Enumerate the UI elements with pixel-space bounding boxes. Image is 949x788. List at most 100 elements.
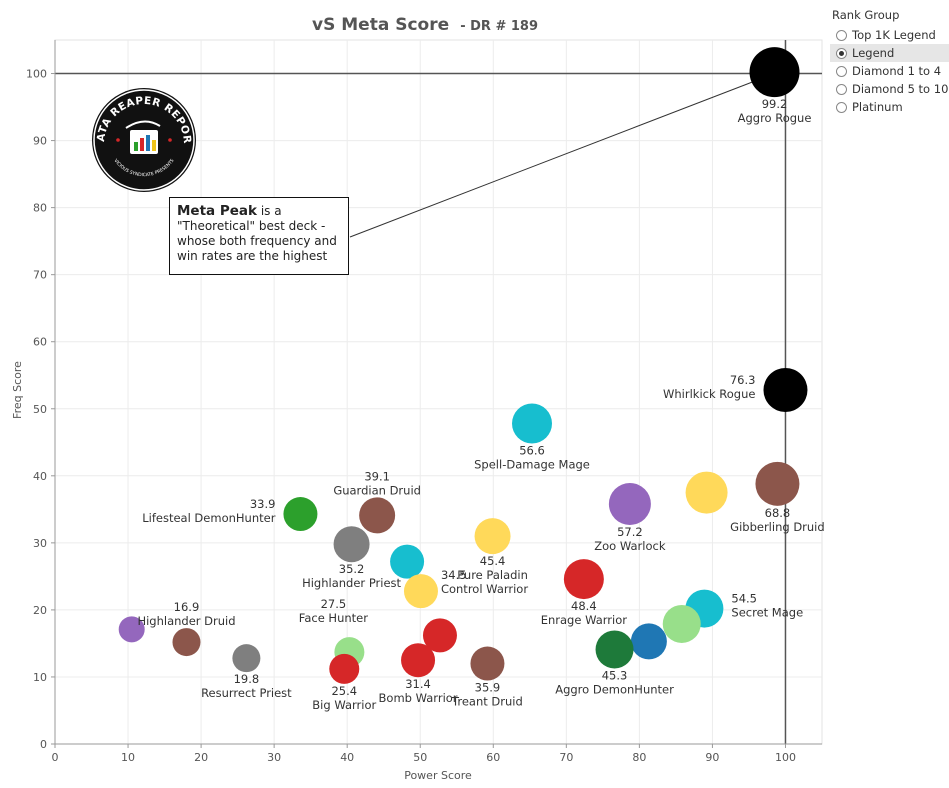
point-label-value: 54.5 [731, 592, 757, 606]
radio-icon[interactable] [836, 83, 847, 95]
legend-item-diamond-5-to-10[interactable]: Diamond 5 to 10 [830, 80, 949, 98]
x-tick-label: 0 [52, 751, 59, 764]
point-label-value: 57.2 [617, 525, 643, 539]
radio-icon[interactable] [836, 29, 847, 41]
axes: 0 10 20 30 40 50 60 70 80 90 100 0 10 20 30 40 50 60 70 80 9… [26, 40, 822, 764]
point-label: 45.3 Aggro DemonHunter [555, 668, 674, 696]
point-label: 19.8 Resurrect Priest [201, 672, 292, 700]
legend-item-label: Legend [852, 46, 895, 60]
data-point [118, 616, 145, 643]
point-labels: 99.2 Aggro Rogue 76.3 Whirlkick Rogue 56.6 Sp… [137, 97, 824, 712]
point-label: 16.9 Highlander Druid [137, 600, 235, 628]
annotation-bold-text: Meta Peak [177, 203, 257, 219]
point-label: 45.4 Pure Paladin [457, 554, 528, 582]
point-label-name: Big Warrior [312, 698, 376, 712]
point-label-name: Guardian Druid [333, 483, 421, 497]
point-label-value: 45.3 [602, 668, 628, 682]
point-label-name: Zoo Warlock [594, 539, 666, 553]
point-label-value: 31.4 [405, 677, 431, 691]
point-label-value: 27.5 [321, 597, 347, 611]
data-point [749, 47, 800, 98]
data-point [608, 482, 651, 525]
data-point [630, 623, 667, 660]
point-label-value: 99.2 [762, 97, 788, 111]
radio-icon[interactable] [836, 101, 847, 113]
point-label-value: 35.9 [475, 681, 501, 695]
point-label: 39.1 Guardian Druid [333, 469, 421, 497]
legend-title: Rank Group [832, 8, 900, 22]
data-point [422, 618, 457, 653]
legend-item-diamond-1-to-4[interactable]: Diamond 1 to 4 [830, 62, 949, 80]
annotation-text-rest: "Theoretical" best deck - whose both fre… [177, 219, 337, 263]
point-label: 33.9 Lifesteal DemonHunter [142, 497, 275, 525]
legend-item-top-1k-legend[interactable]: Top 1K Legend [830, 26, 949, 44]
x-tick-label: 70 [559, 751, 573, 764]
legend-item-platinum[interactable]: Platinum [830, 98, 949, 116]
point-label: 35.2 Highlander Priest [302, 562, 401, 590]
point-label: 54.5 Secret Mage [731, 592, 803, 620]
point-label-name: Enrage Warrior [541, 613, 628, 627]
logo-emblem: DATA REAPER REPORT VICIOUS SYNDICATE PRE… [85, 77, 196, 192]
x-tick-label: 30 [267, 751, 281, 764]
annotation-text-line1: is a [257, 204, 282, 218]
point-label-name: Face Hunter [299, 611, 368, 625]
data-point [172, 628, 201, 657]
point-label: 25.4 Big Warrior [312, 684, 376, 712]
point-label-value: 33.9 [250, 497, 276, 511]
x-tick-label: 50 [413, 751, 427, 764]
x-tick-label: 40 [340, 751, 354, 764]
data-point [755, 461, 800, 506]
y-tick-label: 0 [40, 738, 47, 751]
y-tick-label: 100 [26, 68, 47, 81]
data-point [329, 653, 360, 684]
y-tick-label: 10 [33, 671, 47, 684]
annotation-connector-line [349, 80, 756, 238]
point-label: 57.2 Zoo Warlock [594, 525, 666, 553]
point-label-value: 56.6 [519, 444, 545, 458]
y-tick-label: 90 [33, 135, 47, 148]
data-point [763, 367, 808, 412]
point-label: 27.5 Face Hunter [299, 597, 368, 625]
data-point [474, 518, 511, 555]
chart-title: vS Meta Score - DR # 189 [312, 15, 538, 35]
point-label-name: Control Warrior [441, 582, 528, 596]
y-tick-label: 80 [33, 202, 47, 215]
y-tick-label: 70 [33, 269, 47, 282]
point-label-name: Whirlkick Rogue [663, 387, 755, 401]
meta-peak-annotation: Meta Peak is a "Theoretical" best deck -… [169, 197, 349, 275]
legend-item-legend[interactable]: Legend [830, 44, 949, 62]
y-tick-label: 50 [33, 403, 47, 416]
point-label-name: Resurrect Priest [201, 686, 292, 700]
x-tick-label: 100 [775, 751, 796, 764]
point-label-value: 35.2 [339, 562, 365, 576]
radio-selected-icon[interactable] [836, 47, 847, 59]
data-point [685, 471, 728, 514]
point-label-name: Gibberling Druid [730, 520, 825, 534]
point-label-name: Treant Druid [451, 695, 523, 709]
point-label-name: Secret Mage [731, 606, 803, 620]
point-label-value: 76.3 [730, 373, 756, 387]
legend-item-label: Top 1K Legend [852, 28, 936, 42]
data-point [512, 403, 553, 444]
data-point [403, 574, 438, 609]
point-label: 68.8 Gibberling Druid [730, 506, 825, 534]
point-label-value: 25.4 [331, 684, 357, 698]
point-label-value: 19.8 [234, 672, 260, 686]
x-tick-label: 90 [705, 751, 719, 764]
x-tick-label: 60 [486, 751, 500, 764]
legend-item-label: Platinum [852, 100, 903, 114]
x-tick-label: 80 [632, 751, 646, 764]
data-point [390, 544, 425, 579]
data-point [232, 644, 261, 673]
radio-icon[interactable] [836, 65, 847, 77]
y-tick-label: 30 [33, 537, 47, 550]
point-label-name: Aggro Rogue [738, 111, 812, 125]
data-point [595, 630, 634, 669]
x-tick-label: 20 [194, 751, 208, 764]
point-label-name: Spell-Damage Mage [474, 458, 590, 472]
point-label: 99.2 Aggro Rogue [738, 97, 812, 125]
y-tick-label: 40 [33, 470, 47, 483]
data-points [118, 47, 808, 684]
point-label-name: Pure Paladin [457, 568, 528, 582]
data-point [401, 643, 436, 678]
